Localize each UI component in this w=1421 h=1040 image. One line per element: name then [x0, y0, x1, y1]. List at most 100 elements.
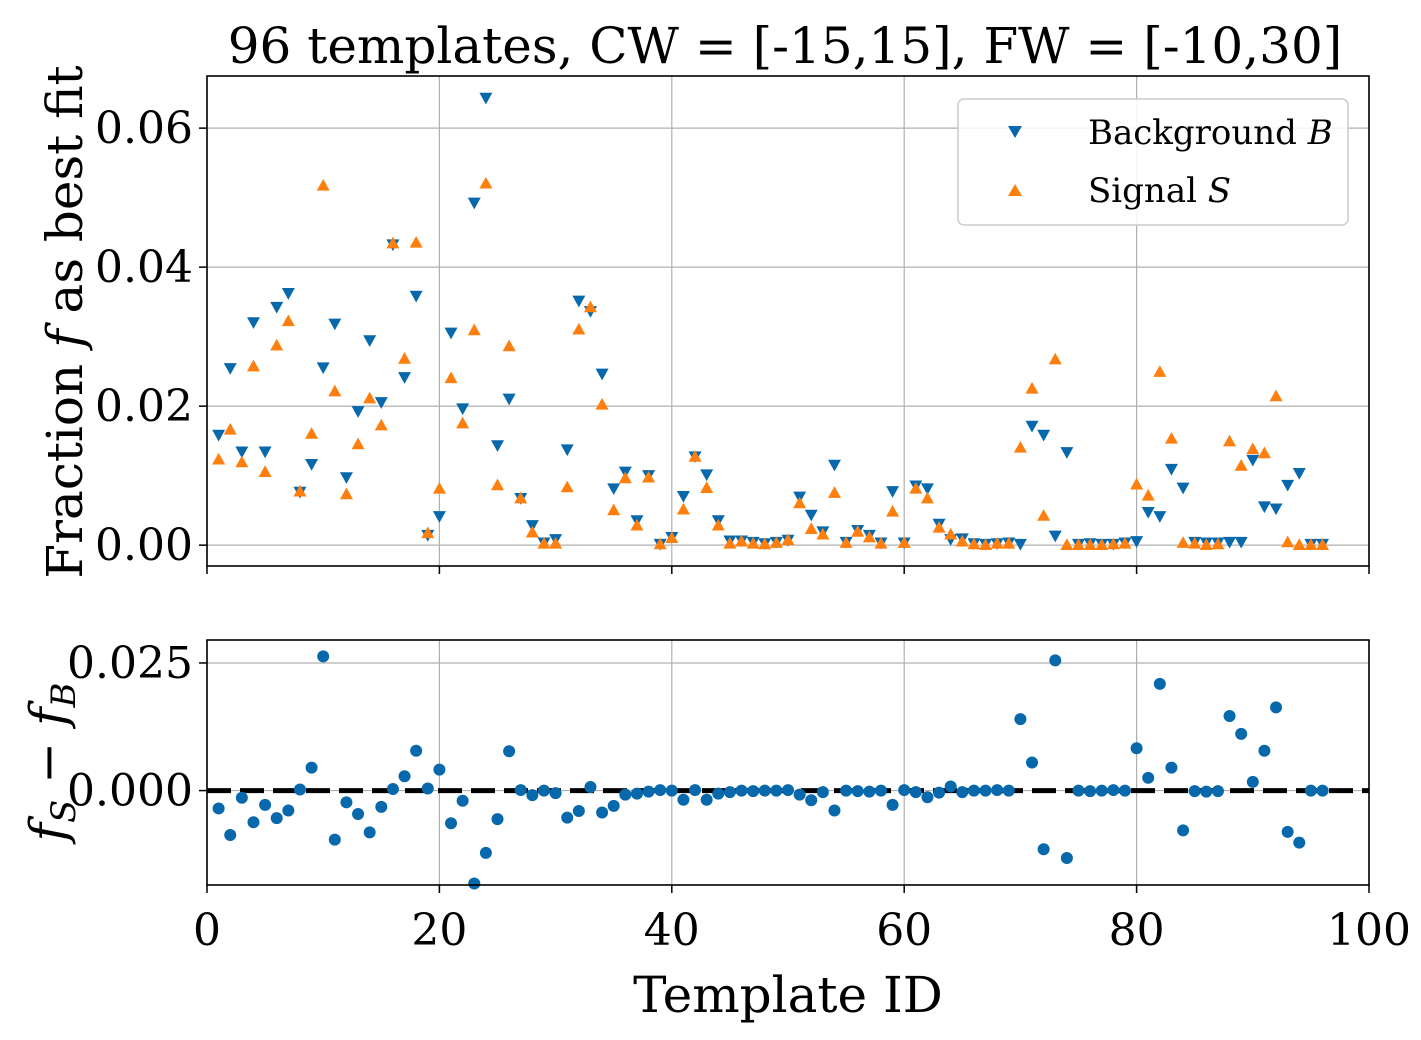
- signal-point: [920, 491, 934, 504]
- background-point: [1176, 482, 1190, 495]
- background-point: [502, 393, 516, 406]
- background-point: [1246, 454, 1260, 467]
- difference-point: [1258, 744, 1271, 757]
- difference-point: [607, 799, 620, 812]
- signal-point: [990, 536, 1004, 549]
- difference-point: [468, 877, 481, 890]
- signal-point: [1223, 434, 1237, 447]
- difference-point: [317, 650, 330, 663]
- signal-point: [1072, 538, 1085, 550]
- signal-point: [1281, 535, 1295, 548]
- background-point: [1223, 536, 1237, 549]
- background-point: [212, 429, 226, 442]
- top-data-points: [212, 92, 1330, 551]
- background-point: [1130, 536, 1144, 548]
- signal-point: [258, 465, 272, 478]
- difference-point: [991, 784, 1004, 797]
- difference-point: [259, 798, 272, 811]
- difference-point: [305, 761, 318, 774]
- difference-point: [386, 783, 399, 796]
- bottom-y-tick-label: 0.025: [67, 638, 193, 689]
- signal-point: [479, 176, 493, 189]
- signal-point: [1211, 537, 1225, 550]
- signal-point: [1083, 538, 1097, 550]
- signal-point: [537, 536, 551, 549]
- signal-point: [1106, 537, 1120, 550]
- top-y-axis-label: Fraction f as best fit: [36, 65, 94, 578]
- signal-point: [316, 178, 330, 191]
- signal-point: [409, 235, 423, 248]
- signal-point: [618, 471, 632, 484]
- difference-point: [898, 784, 911, 797]
- signal-point: [1002, 536, 1016, 549]
- x-tick-label: 0: [193, 905, 221, 956]
- legend-box: [957, 98, 1349, 226]
- difference-point: [1072, 784, 1085, 797]
- background-point: [676, 490, 690, 503]
- difference-point: [352, 808, 365, 821]
- signal-point: [897, 536, 911, 548]
- difference-point: [1188, 785, 1201, 798]
- difference-point: [909, 786, 922, 799]
- background-point: [491, 440, 504, 452]
- signal-point: [630, 518, 644, 531]
- signal-point: [281, 314, 295, 327]
- difference-point: [1060, 851, 1073, 864]
- signal-point: [723, 536, 737, 549]
- signal-point: [688, 450, 702, 462]
- signal-point: [386, 236, 400, 249]
- difference-point: [1107, 784, 1120, 797]
- difference-point: [619, 788, 632, 801]
- difference-point: [933, 786, 946, 799]
- difference-point: [421, 782, 434, 795]
- background-point: [351, 406, 365, 418]
- difference-point: [1084, 785, 1097, 798]
- signal-point: [653, 537, 667, 550]
- background-point: [339, 472, 353, 484]
- background-point: [920, 483, 934, 496]
- difference-point: [1095, 784, 1108, 797]
- signal-point: [979, 538, 993, 550]
- x-tick-label: 60: [876, 905, 932, 956]
- signal-point: [851, 525, 865, 537]
- signal-point: [339, 487, 353, 500]
- difference-point: [874, 784, 887, 797]
- difference-point: [270, 812, 283, 825]
- signal-point: [583, 300, 597, 313]
- signal-point: [967, 537, 981, 550]
- difference-point: [293, 783, 306, 796]
- signal-point: [456, 416, 470, 429]
- signal-point: [1164, 431, 1178, 444]
- difference-point: [1118, 784, 1131, 797]
- background-point: [595, 368, 609, 381]
- difference-point: [537, 784, 550, 797]
- signal-point: [735, 534, 749, 547]
- difference-point: [375, 800, 388, 813]
- signal-point: [758, 537, 772, 550]
- difference-point: [1246, 775, 1259, 788]
- signal-point: [932, 520, 946, 533]
- signal-point: [1095, 538, 1109, 550]
- difference-point: [956, 786, 969, 799]
- background-point: [804, 509, 818, 522]
- top-y-tick-label: 0.06: [95, 103, 193, 154]
- signal-point: [305, 427, 319, 439]
- difference-point: [1281, 825, 1294, 838]
- difference-point: [1165, 761, 1178, 774]
- difference-point: [723, 786, 736, 799]
- signal-point: [607, 503, 621, 516]
- difference-point: [1049, 654, 1062, 667]
- difference-point: [630, 787, 643, 800]
- difference-point: [816, 786, 829, 799]
- background-point: [1269, 503, 1283, 516]
- difference-point: [735, 784, 748, 797]
- signal-point: [363, 391, 377, 404]
- background-point: [444, 327, 458, 340]
- difference-point: [654, 784, 667, 797]
- top-y-tick-label: 0.04: [95, 242, 193, 293]
- signal-point: [676, 502, 690, 515]
- signal-point: [444, 371, 458, 384]
- difference-point: [700, 793, 713, 806]
- legend: Background B Signal S: [957, 98, 1349, 226]
